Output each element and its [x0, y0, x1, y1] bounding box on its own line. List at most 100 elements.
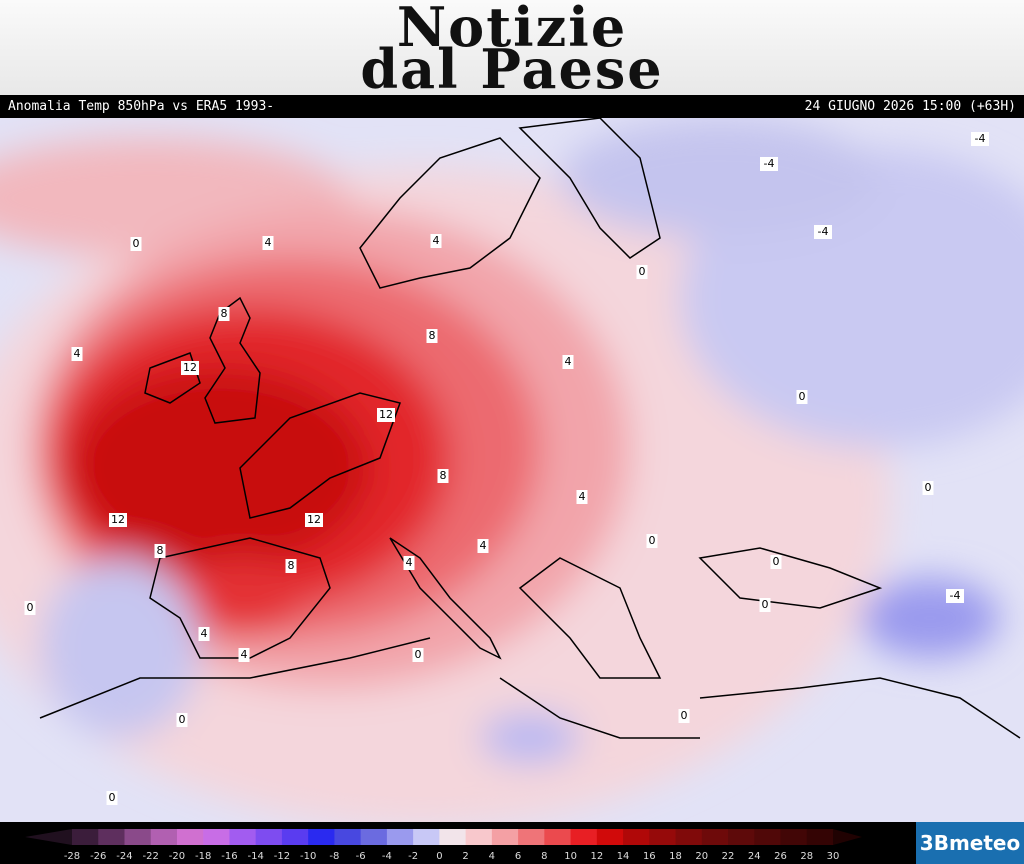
- colorbar-tick-label: 28: [800, 851, 813, 862]
- colorbar-tick-label: 20: [695, 851, 708, 862]
- contour-label-box: [130, 237, 142, 251]
- colorbar-box: [518, 829, 545, 845]
- colorbar-tick-label: 2: [462, 851, 468, 862]
- contour-label: 4: [565, 355, 572, 368]
- colorbar-box: [780, 829, 808, 845]
- colorbar-box: [98, 829, 125, 845]
- contour-label: 12: [379, 408, 393, 421]
- contour-label-box: [176, 713, 188, 727]
- contour-label: 0: [799, 390, 806, 403]
- colorbar-box: [255, 829, 283, 845]
- colorbar-tick-label: -10: [300, 851, 316, 862]
- contour-label-box: [71, 347, 83, 361]
- colorbar-tick-label: -6: [356, 851, 366, 862]
- map: 4 4 0 8 4 12 8 12 4 0 8 12 12 4 8 8 4 4 0 4 4 0 0 0 0 0 0 0 -4 -4 -4 -4…: [0, 118, 1024, 822]
- contour-label: 0: [27, 601, 34, 614]
- colorbar-box: [675, 829, 703, 845]
- colorbar-tick-label: 4: [489, 851, 495, 862]
- contour-label-box: [796, 390, 808, 404]
- contour-label-box: [154, 544, 166, 558]
- colorbar-tick-label: -14: [248, 851, 264, 862]
- contour-label: 4: [265, 236, 272, 249]
- colorbar-tick-label: 16: [643, 851, 656, 862]
- contour-label-box: [181, 361, 199, 375]
- contour-label-box: [946, 589, 964, 603]
- colorbar-tick-label: 0: [436, 851, 442, 862]
- caption-right: 24 GIUGNO 2026 15:00 (+63H): [804, 99, 1016, 114]
- contour-label: 8: [221, 307, 228, 320]
- contour-label: 8: [429, 329, 436, 342]
- colorbar-box: [649, 829, 677, 845]
- colorbar-box: [701, 829, 729, 845]
- colorbar-tick-label: -28: [64, 851, 80, 862]
- contour-label: 4: [74, 347, 81, 360]
- colorbar-end: [25, 829, 72, 845]
- contour-label-box: [922, 481, 934, 495]
- colorbar-box: [728, 829, 755, 845]
- contour-label-box: [403, 556, 415, 570]
- contour-label-box: [377, 408, 395, 422]
- colorbar-tick-label: 8: [541, 851, 547, 862]
- contour-label-box: [430, 234, 442, 248]
- contour-label-box: [971, 132, 989, 146]
- colorbar-box: [544, 829, 572, 845]
- colorbar-box: [308, 829, 335, 845]
- colorbar-tick-label: -20: [169, 851, 185, 862]
- colorbar-tick-label: 18: [669, 851, 682, 862]
- contour-label: 0: [925, 481, 932, 494]
- colorbar-box: [465, 829, 493, 845]
- colorbar-tick-label: -4: [382, 851, 392, 862]
- colorbar-box: [150, 829, 178, 845]
- colorbar-tick-label: -12: [274, 851, 290, 862]
- colorbar-box: [386, 829, 414, 845]
- colorbar-tick-label: 14: [617, 851, 630, 862]
- contour-label: 0: [109, 791, 116, 804]
- contour-label: 4: [433, 234, 440, 247]
- colorbar-box: [334, 829, 362, 845]
- contour-label: 0: [179, 713, 186, 726]
- colorbar-box: [176, 829, 204, 845]
- contour-label-box: [477, 539, 489, 553]
- title-line: dal Paese: [360, 37, 664, 101]
- contour-label: -4: [764, 157, 775, 170]
- contour-label-box: [646, 534, 658, 548]
- contour-label-box: [426, 329, 438, 343]
- contour-label: 4: [201, 627, 208, 640]
- colorbar-box: [570, 829, 598, 845]
- colorbar-box: [229, 829, 257, 845]
- colorbar-box: [281, 829, 309, 845]
- contour-label: 0: [415, 648, 422, 661]
- contour-label-box: [576, 490, 588, 504]
- logo: 3Bmeteo: [916, 822, 1024, 864]
- colorbar-tick-label: 22: [722, 851, 735, 862]
- colorbar-box: [203, 829, 230, 845]
- colorbar-box: [754, 829, 782, 845]
- colorbar-box: [491, 829, 519, 845]
- contour-label-box: [678, 709, 690, 723]
- contour-label: 12: [183, 361, 197, 374]
- contour-label-box: [285, 559, 297, 573]
- contour-label-box: [109, 513, 127, 527]
- colorbar-tick-label: -18: [195, 851, 211, 862]
- contour-label-box: [305, 513, 323, 527]
- contour-label: 0: [762, 598, 769, 611]
- contour-label-box: [562, 355, 574, 369]
- contour-label-box: [262, 236, 274, 250]
- colorbar-tick-label: -24: [116, 851, 132, 862]
- colorbar-tick-label: -22: [143, 851, 159, 862]
- contour-label: 8: [288, 559, 295, 572]
- contour-label: 4: [579, 490, 586, 503]
- contour-label-box: [238, 648, 250, 662]
- contour-label-box: [760, 157, 778, 171]
- contour-label: 4: [406, 556, 413, 569]
- contour-label-box: [106, 791, 118, 805]
- contour-label: 0: [681, 709, 688, 722]
- coastlines: [39, 118, 1021, 739]
- contour-label: 0: [133, 237, 140, 250]
- contour-label-box: [437, 469, 449, 483]
- colorbar-tick-label: 26: [774, 851, 787, 862]
- colorbar-tick-label: -16: [221, 851, 237, 862]
- caption-left: Anomalia Temp 850hPa vs ERA5 1993-: [8, 99, 275, 114]
- colorbar-box: [72, 829, 99, 845]
